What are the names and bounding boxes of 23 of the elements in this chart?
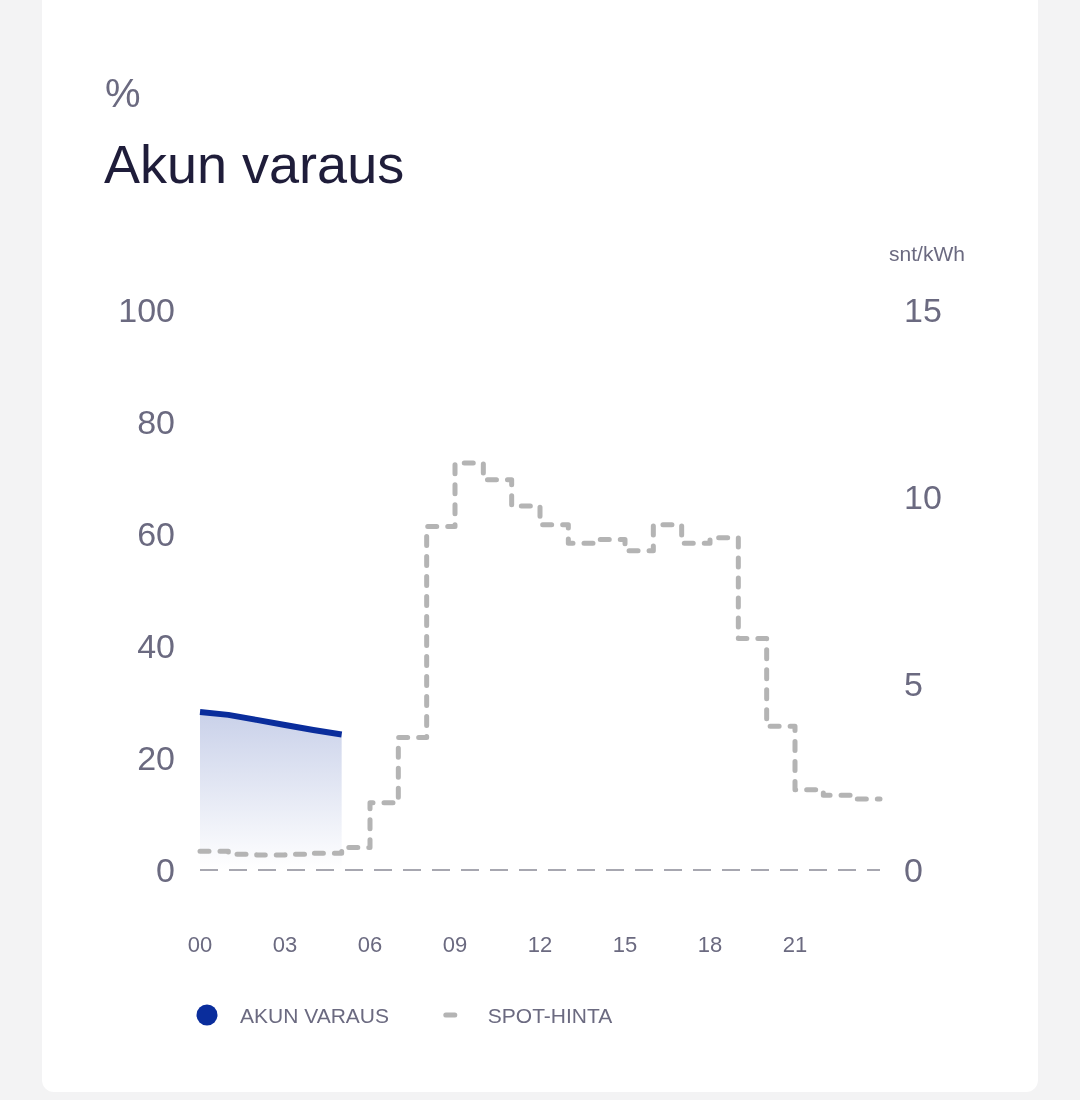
x-tick-label: 09 xyxy=(442,931,468,957)
y2-tick-label: 0 xyxy=(904,851,923,890)
x-tick-label: 15 xyxy=(612,931,638,957)
y2-tick-label: 15 xyxy=(904,291,942,330)
legend-label: SPOT-HINTA xyxy=(487,1003,613,1027)
x-tick-label: 21 xyxy=(782,931,808,957)
x-tick-label: 03 xyxy=(272,931,298,957)
x-tick-label: 18 xyxy=(697,931,723,957)
y2-tick-label: 5 xyxy=(904,664,923,703)
x-tick-label: 00 xyxy=(187,931,213,957)
chart-title: Akun varaus xyxy=(104,134,405,194)
y-tick-label: 40 xyxy=(137,627,175,666)
y2-tick-label: 10 xyxy=(904,477,942,516)
y2-axis-title: snt/kWh xyxy=(889,242,965,266)
y-axis-title: % xyxy=(105,71,141,115)
x-tick-label: 12 xyxy=(527,931,553,957)
y-tick-label: 60 xyxy=(137,515,175,554)
x-tick-label: 06 xyxy=(357,931,383,957)
y-tick-label: 100 xyxy=(118,291,175,330)
y-tick-label: 0 xyxy=(156,851,175,890)
y-tick-label: 20 xyxy=(137,739,175,778)
y-tick-label: 80 xyxy=(137,403,175,442)
legend-label: AKUN VARAUS xyxy=(240,1003,389,1027)
